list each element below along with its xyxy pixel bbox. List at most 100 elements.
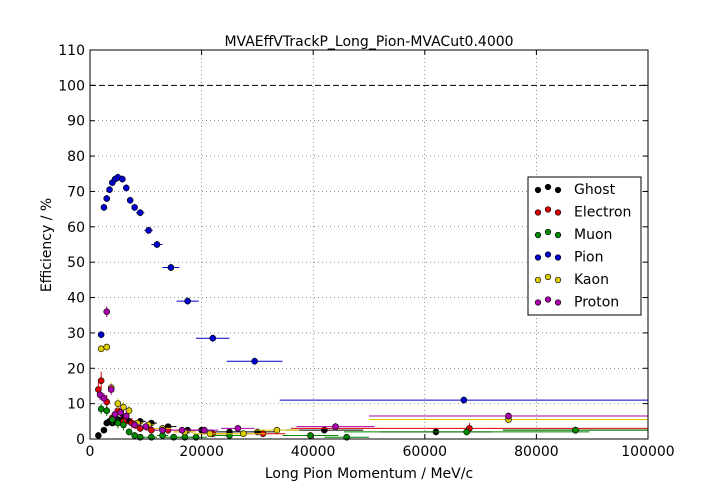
legend-marker	[534, 231, 542, 239]
legend-label: Kaon	[574, 272, 609, 288]
y-tick-label: 30	[67, 326, 85, 342]
data-point	[97, 331, 105, 338]
legend-marker	[544, 251, 552, 258]
series-proton	[96, 306, 648, 434]
legend-marker	[544, 228, 552, 236]
legend-label: Muon	[574, 227, 612, 243]
data-point	[122, 184, 130, 192]
legend-marker	[544, 183, 552, 191]
data-point	[209, 334, 217, 342]
chart-title: MVAEffVTrackP_Long_Pion-MVACut0.4000	[224, 34, 513, 50]
data-point	[131, 204, 138, 211]
y-tick-label: 110	[58, 43, 85, 59]
data-point	[103, 195, 111, 202]
data-point	[131, 421, 138, 429]
data-point	[97, 405, 105, 413]
y-tick-label: 50	[67, 255, 85, 271]
data-point	[106, 186, 113, 193]
legend-marker	[554, 231, 562, 239]
x-tick-label: 100000	[621, 444, 674, 460]
axis-ticks: 0 20000 40000 60000 80000 100000 0 10 20 30 40 50 60…	[58, 43, 674, 460]
data-point	[100, 204, 108, 211]
data-point	[103, 407, 111, 415]
data-point	[307, 432, 314, 439]
data-point	[145, 227, 152, 234]
data-point	[122, 412, 130, 420]
legend-marker	[534, 186, 542, 194]
data-point	[505, 412, 512, 420]
x-tick-label: 80000	[514, 444, 559, 460]
legend-entry: Proton	[534, 295, 619, 311]
data-point	[97, 377, 105, 384]
y-tick-label: 80	[67, 149, 85, 165]
legend-label: Proton	[574, 295, 619, 311]
legend: Ghost Electron Muon Pion Kaon Proton	[527, 176, 642, 316]
legend-entry: Kaon	[534, 272, 609, 288]
data-point	[111, 410, 119, 418]
data-point	[125, 428, 133, 436]
data-point	[184, 297, 191, 305]
legend-marker	[554, 276, 562, 284]
data-point	[251, 357, 258, 365]
plot-frame	[89, 49, 649, 440]
legend-marker	[534, 276, 542, 284]
legend-marker	[554, 299, 562, 306]
data-point	[240, 430, 247, 437]
legend-marker	[554, 209, 562, 216]
y-tick-label: 20	[67, 361, 85, 377]
plot-area	[95, 173, 648, 441]
data-point	[206, 430, 214, 437]
y-tick-label: 10	[67, 397, 85, 413]
legend-box	[527, 176, 642, 316]
data-point	[119, 175, 126, 183]
legend-marker	[544, 296, 552, 303]
data-point	[95, 432, 102, 439]
data-point	[136, 209, 144, 216]
data-point	[117, 409, 124, 416]
data-point	[463, 428, 470, 436]
data-point	[332, 423, 339, 430]
data-point	[153, 241, 161, 248]
data-point	[159, 426, 166, 434]
y-axis-label: Efficiency / %	[39, 198, 55, 292]
data-point	[120, 421, 127, 429]
data-point	[167, 264, 175, 271]
y-tick-label: 0	[76, 432, 85, 448]
x-tick-label: 60000	[403, 444, 448, 460]
data-point	[103, 308, 111, 315]
legend-marker	[534, 209, 542, 216]
data-point	[201, 426, 208, 434]
data-point	[273, 426, 281, 434]
data-point	[178, 426, 186, 434]
legend-entry: Muon	[534, 227, 612, 243]
data-point	[114, 419, 122, 427]
legend-marker	[534, 299, 542, 306]
legend-label: Pion	[574, 250, 603, 266]
data-point	[460, 396, 468, 404]
data-point	[103, 343, 111, 351]
data-point	[97, 345, 105, 353]
x-tick-label: 0	[86, 444, 95, 460]
y-tick-label: 40	[67, 291, 85, 307]
data-point	[234, 425, 242, 432]
x-tick-label: 40000	[291, 444, 336, 460]
legend-marker	[544, 206, 552, 213]
data-point	[100, 426, 108, 434]
legend-entry: Pion	[534, 250, 603, 266]
series-pion	[97, 173, 648, 404]
y-tick-label: 100	[58, 78, 85, 94]
data-point	[572, 426, 579, 434]
legend-label: Ghost	[574, 182, 616, 198]
x-axis-label: Long Pion Momentum / MeV/c	[265, 466, 473, 482]
data-point	[100, 395, 108, 402]
x-tick-label: 20000	[179, 444, 224, 460]
legend-marker	[534, 254, 542, 261]
legend-marker	[544, 273, 552, 281]
data-point	[126, 196, 134, 204]
legend-marker	[554, 186, 562, 194]
data-point	[107, 386, 115, 393]
y-tick-label: 60	[67, 220, 85, 236]
data-point	[114, 400, 122, 407]
y-tick-label: 90	[67, 114, 85, 130]
